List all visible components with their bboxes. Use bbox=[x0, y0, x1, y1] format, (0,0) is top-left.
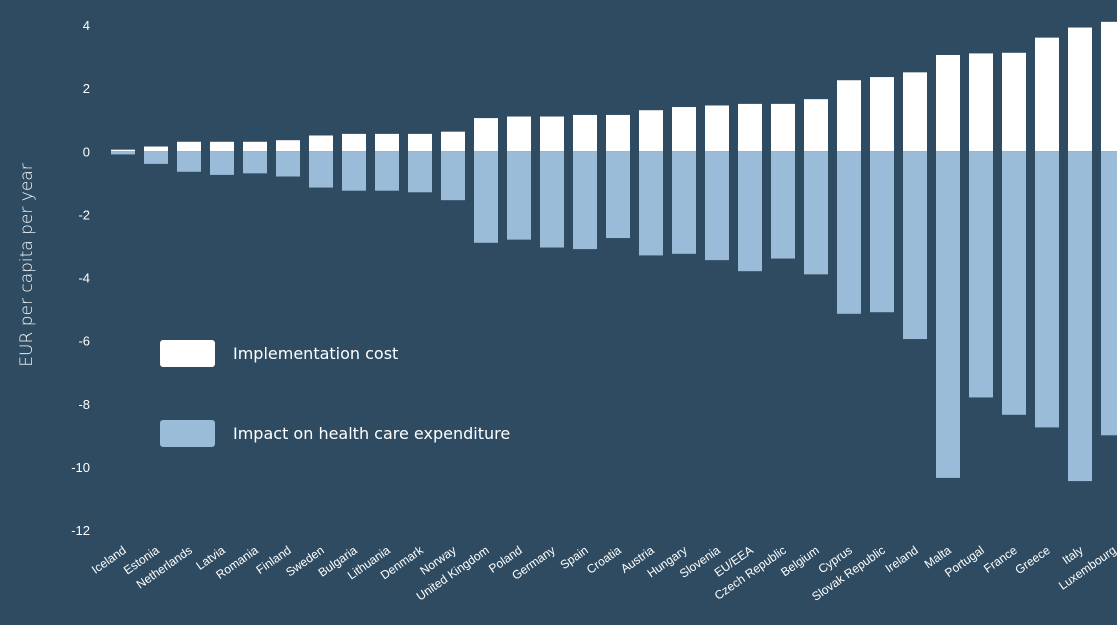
impact-bar-italy bbox=[1068, 151, 1092, 482]
impact-bar-france bbox=[1002, 151, 1026, 415]
y-tick-label: 4 bbox=[83, 18, 90, 33]
impact-bar-bulgaria bbox=[342, 151, 366, 191]
implementation-bar-eu-eea bbox=[738, 103, 762, 152]
impact-bar-latvia bbox=[210, 151, 234, 175]
implementation-bar-slovenia bbox=[705, 105, 729, 152]
implementation-bar-malta bbox=[936, 54, 960, 152]
implementation-bar-denmark bbox=[408, 133, 432, 152]
implementation-bar-finland bbox=[276, 140, 300, 152]
x-tick-label: Ireland bbox=[883, 543, 921, 576]
implementation-bar-slovak-republic bbox=[870, 77, 894, 152]
impact-bar-slovenia bbox=[705, 151, 729, 261]
implementation-bar-lithuania bbox=[375, 133, 399, 152]
implementation-bar-spain bbox=[573, 114, 597, 152]
impact-bar-romania bbox=[243, 151, 267, 174]
implementation-bar-austria bbox=[639, 110, 663, 152]
y-axis-title: EUR per capita per year bbox=[17, 163, 37, 366]
impact-bar-netherlands bbox=[177, 151, 201, 172]
y-tick-label: -2 bbox=[78, 207, 90, 222]
x-tick-label: Iceland bbox=[89, 543, 129, 577]
implementation-bar-hungary bbox=[672, 107, 696, 152]
x-tick-label: France bbox=[981, 543, 1020, 576]
impact-bar-ireland bbox=[903, 151, 927, 340]
impact-bar-united-kingdom bbox=[474, 151, 498, 243]
impact-bar-cyprus bbox=[837, 151, 861, 314]
y-tick-label: -10 bbox=[71, 460, 90, 475]
impact-bar-germany bbox=[540, 151, 564, 248]
legend-swatch-implementation bbox=[160, 340, 215, 367]
implementation-bar-iceland bbox=[111, 149, 135, 152]
impact-bar-portugal bbox=[969, 151, 993, 398]
x-axis-labels: IcelandEstoniaNetherlandsLatviaRomaniaFi… bbox=[89, 542, 1117, 603]
legend-label-impact: Impact on health care expenditure bbox=[233, 424, 510, 443]
x-tick-label: Belgium bbox=[778, 543, 822, 579]
impact-bar-greece bbox=[1035, 151, 1059, 428]
implementation-bar-greece bbox=[1035, 37, 1059, 152]
x-tick-label: Luxembourg bbox=[1056, 543, 1117, 593]
y-tick-label: -12 bbox=[71, 523, 90, 538]
impact-bar-malta bbox=[936, 151, 960, 478]
impact-bar-denmark bbox=[408, 151, 432, 193]
impact-bar-spain bbox=[573, 151, 597, 250]
impact-bar-eu-eea bbox=[738, 151, 762, 272]
y-axis-ticks: 4 2 0 -2 -4 -6 -8 -10 -12 bbox=[71, 18, 90, 538]
y-tick-label: -6 bbox=[78, 334, 90, 349]
implementation-bar-italy bbox=[1068, 27, 1092, 152]
implementation-bar-estonia bbox=[144, 146, 168, 152]
impact-bar-hungary bbox=[672, 151, 696, 254]
x-tick-label: Croatia bbox=[584, 543, 624, 577]
bars-group bbox=[111, 21, 1117, 482]
implementation-bar-portugal bbox=[969, 53, 993, 152]
impact-bar-belgium bbox=[804, 151, 828, 275]
legend-label-implementation: Implementation cost bbox=[233, 344, 398, 363]
impact-bar-finland bbox=[276, 151, 300, 177]
impact-bar-estonia bbox=[144, 151, 168, 164]
implementation-bar-sweden bbox=[309, 135, 333, 152]
implementation-bar-bulgaria bbox=[342, 133, 366, 152]
implementation-bar-luxembourg bbox=[1101, 21, 1117, 152]
implementation-bar-france bbox=[1002, 52, 1026, 152]
x-tick-label: Greece bbox=[1012, 543, 1053, 577]
y-tick-label: -4 bbox=[78, 271, 90, 286]
implementation-bar-czech-republic bbox=[771, 103, 795, 152]
implementation-bar-poland bbox=[507, 116, 531, 152]
impact-bar-slovak-republic bbox=[870, 151, 894, 313]
y-tick-label: 0 bbox=[83, 144, 90, 159]
impact-bar-poland bbox=[507, 151, 531, 240]
impact-bar-lithuania bbox=[375, 151, 399, 191]
y-tick-label: 2 bbox=[83, 81, 90, 96]
impact-bar-austria bbox=[639, 151, 663, 256]
implementation-bar-cyprus bbox=[837, 80, 861, 152]
implementation-bar-norway bbox=[441, 131, 465, 152]
implementation-bar-romania bbox=[243, 141, 267, 152]
impact-bar-czech-republic bbox=[771, 151, 795, 259]
implementation-bar-united-kingdom bbox=[474, 118, 498, 152]
implementation-bar-germany bbox=[540, 116, 564, 152]
implementation-bar-belgium bbox=[804, 99, 828, 152]
impact-bar-norway bbox=[441, 151, 465, 201]
impact-bar-croatia bbox=[606, 151, 630, 239]
implementation-bar-latvia bbox=[210, 141, 234, 152]
legend: Implementation cost Impact on health car… bbox=[160, 340, 510, 447]
implementation-bar-netherlands bbox=[177, 141, 201, 152]
impact-bar-sweden bbox=[309, 151, 333, 188]
legend-swatch-impact bbox=[160, 420, 215, 447]
impact-bar-luxembourg bbox=[1101, 151, 1117, 436]
y-tick-label: -8 bbox=[78, 397, 90, 412]
implementation-bar-ireland bbox=[903, 72, 927, 152]
implementation-bar-croatia bbox=[606, 114, 630, 152]
impact-bar-iceland bbox=[111, 151, 135, 155]
